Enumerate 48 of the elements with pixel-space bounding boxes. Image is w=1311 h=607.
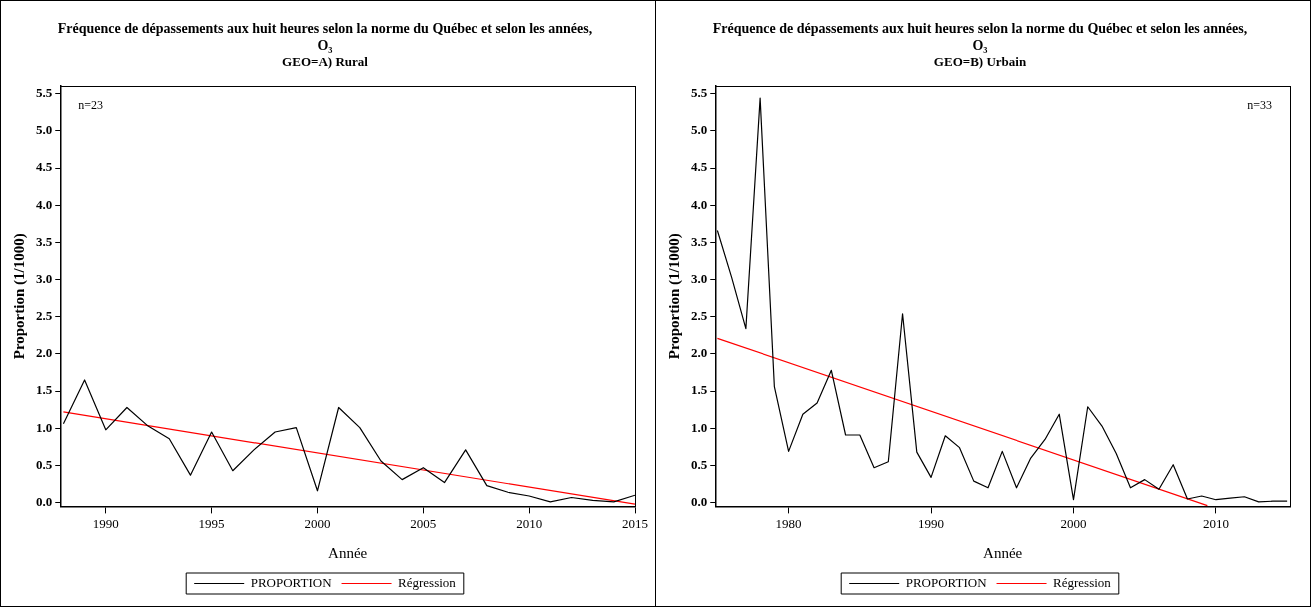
y-tick-label: 0.5 xyxy=(691,456,708,472)
x-tick-label: 1990 xyxy=(918,515,945,531)
y-tick-label: 3.5 xyxy=(36,233,53,249)
y-tick-label: 2.0 xyxy=(691,345,708,361)
y-tick-label: 5.5 xyxy=(691,85,708,100)
y-tick-label: 3.0 xyxy=(691,270,708,286)
chart-subtitle: GEO=A) Rural xyxy=(282,53,369,69)
y-tick-label: 2.5 xyxy=(691,308,708,324)
legend-label: Régression xyxy=(398,574,457,590)
legend-label: Régression xyxy=(1053,574,1112,590)
y-tick-label: 5.0 xyxy=(691,122,708,138)
legend-label: PROPORTION xyxy=(905,574,988,590)
y-tick-label: 4.0 xyxy=(691,196,708,212)
y-tick-label: 1.0 xyxy=(691,419,708,435)
y-tick-label: 2.5 xyxy=(36,308,53,324)
y-tick-label: 1.5 xyxy=(36,382,53,398)
y-tick-label: 4.5 xyxy=(36,159,53,175)
y-tick-label: 0.0 xyxy=(36,494,53,510)
x-tick-label: 2010 xyxy=(1202,515,1229,531)
y-tick-label: 0.5 xyxy=(36,456,53,472)
y-tick-label: 1.0 xyxy=(36,419,53,435)
x-tick-label: 2000 xyxy=(1060,515,1087,531)
y-tick-label: 4.0 xyxy=(36,196,53,212)
y-tick-label: 5.5 xyxy=(36,85,53,100)
y-tick-label: 3.5 xyxy=(691,233,708,249)
legend-label: PROPORTION xyxy=(250,574,333,590)
chart-title: Fréquence de dépassements aux huit heures selon la norme du Québec et selon les années, O₃ xyxy=(57,21,593,53)
x-tick-label: 2010 xyxy=(516,515,543,531)
y-tick-label: 5.0 xyxy=(36,122,53,138)
x-axis-title: Année xyxy=(983,544,1023,561)
y-tick-label: 2.0 xyxy=(36,345,53,361)
y-tick-label: 1.5 xyxy=(691,382,708,398)
y-tick-label: 3.0 xyxy=(36,270,53,286)
x-tick-label: 2005 xyxy=(410,515,437,531)
annotation: n=33 xyxy=(1247,98,1272,113)
x-tick-label: 1995 xyxy=(198,515,225,531)
y-tick-label: 0.0 xyxy=(691,494,708,510)
x-tick-label: 2015 xyxy=(622,515,648,531)
y-axis-title: Proportion (1/1000) xyxy=(665,233,683,360)
x-tick-label: 1990 xyxy=(92,515,119,531)
y-tick-label: 4.5 xyxy=(691,159,708,175)
annotation: n=23 xyxy=(78,98,104,113)
x-tick-label: 2000 xyxy=(304,515,331,531)
y-axis-title: Proportion (1/1000) xyxy=(10,233,28,360)
x-tick-label: 1980 xyxy=(775,515,802,531)
chart-title: Fréquence de dépassements aux huit heures selon la norme du Québec et selon les années, O₃ xyxy=(712,21,1248,53)
x-axis-title: Année xyxy=(328,544,368,561)
chart-subtitle: GEO=B) Urbain xyxy=(933,53,1027,69)
